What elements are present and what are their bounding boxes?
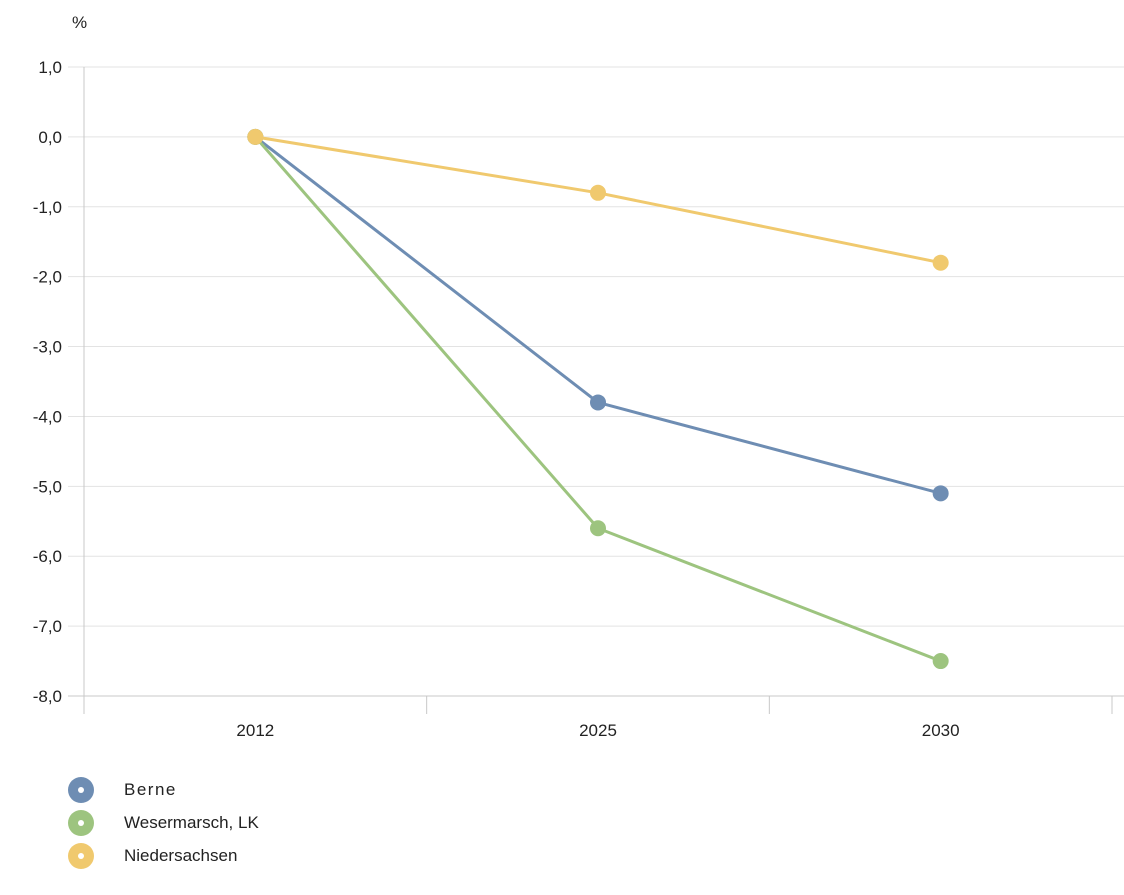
x-tick-label: 2012 (236, 721, 274, 740)
y-tick-label: -4,0 (33, 407, 62, 426)
legend-swatch-niedersachsen (68, 843, 94, 869)
legend-label-niedersachsen: Niedersachsen (124, 846, 238, 865)
x-tick-label: 2030 (922, 721, 960, 740)
y-tick-label: -7,0 (33, 617, 62, 636)
data-point[interactable] (590, 394, 606, 411)
y-tick-label: -8,0 (33, 687, 62, 706)
y-tick-label: 1,0 (38, 58, 62, 77)
data-point[interactable] (932, 254, 949, 271)
legend-item-wesermarsch[interactable]: Wesermarsch, LK (68, 810, 259, 836)
y-unit-label: % (72, 13, 87, 32)
data-point[interactable] (932, 653, 949, 670)
legend-label-wesermarsch: Wesermarsch, LK (124, 813, 259, 832)
legend: Berne Wesermarsch, LK Niedersachsen (68, 777, 259, 879)
y-tick-label: -1,0 (33, 198, 62, 217)
series-0 (247, 128, 949, 502)
line-chart: 1,0 0,0 -1,0 -2,0 -3,0 -4,0 -5,0 -6,0 -7,0 -8,0 20… (33, 13, 1124, 740)
data-point[interactable] (247, 128, 264, 145)
legend-swatch-berne (68, 777, 94, 803)
y-tick-label: 0,0 (38, 128, 62, 147)
series-2 (247, 128, 949, 271)
legend-label-berne: Berne (124, 780, 177, 799)
y-tick-label: -5,0 (33, 477, 62, 496)
y-tick-label: -3,0 (33, 338, 62, 357)
x-tick-label: 2025 (579, 721, 617, 740)
legend-item-berne[interactable]: Berne (68, 777, 259, 803)
legend-item-niedersachsen[interactable]: Niedersachsen (68, 843, 259, 869)
legend-swatch-wesermarsch (68, 810, 94, 836)
axes: 1,0 0,0 -1,0 -2,0 -3,0 -4,0 -5,0 -6,0 -7,0 -8,0 20… (33, 58, 1113, 740)
series-lines (247, 128, 949, 670)
data-point[interactable] (590, 184, 606, 201)
data-point[interactable] (590, 520, 606, 537)
data-point[interactable] (932, 485, 949, 502)
y-tick-label: -2,0 (33, 268, 62, 287)
grid-lines (68, 66, 1124, 697)
y-tick-label: -6,0 (33, 547, 62, 566)
